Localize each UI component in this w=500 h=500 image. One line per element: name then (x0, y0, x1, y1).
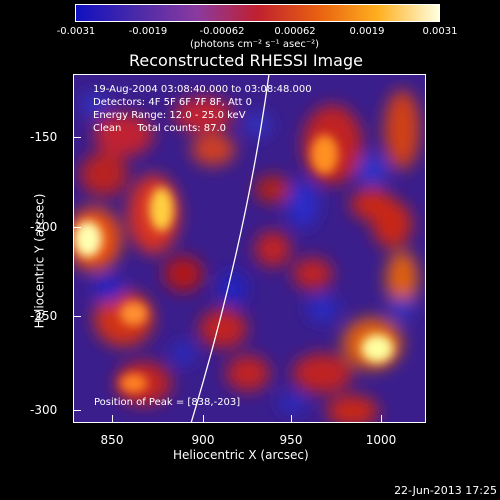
y-tick-label: -200 (30, 220, 58, 234)
colorbar (75, 4, 440, 22)
peak-position: Position of Peak = [838,-203] (94, 397, 241, 408)
x-tick-label: 900 (191, 433, 215, 447)
y-tick-label: -300 (30, 403, 58, 417)
x-tick-mark (203, 415, 204, 423)
y-tick-mark (73, 316, 81, 317)
x-tick-label: 1000 (365, 433, 397, 447)
y-tick-label: -250 (30, 309, 58, 323)
timestamp: 22-Jun-2013 17:25 (394, 484, 497, 497)
y-axis-label: Heliocentric Y (arcsec) (32, 193, 47, 329)
x-tick-label: 850 (100, 433, 124, 447)
colorbar-tick-label: -0.00062 (199, 26, 245, 37)
x-tick-mark (291, 415, 292, 423)
colorbar-tick-label: -0.0031 (56, 26, 96, 37)
x-tick-mark (381, 415, 382, 423)
plot-title: Reconstructed RHESSI Image (129, 51, 363, 70)
x-axis-label: Heliocentric X (arcsec) (173, 448, 309, 462)
colorbar-units: (photons cm⁻² s⁻¹ asec⁻²) (190, 39, 320, 50)
colorbar-tick-label: 0.0031 (422, 26, 458, 37)
x-tick-mark (112, 415, 113, 423)
x-tick-label: 950 (279, 433, 303, 447)
y-tick-mark (73, 137, 81, 138)
colorbar-tick-label: -0.0019 (128, 26, 168, 37)
y-tick-label: -150 (30, 130, 58, 144)
colorbar-tick-label: 0.00062 (274, 26, 316, 37)
image-map (73, 74, 426, 423)
y-tick-mark (73, 227, 81, 228)
info-time-range: 19-Aug-2004 03:08:40.000 to 03:08:48.000 (93, 84, 312, 95)
map-image (74, 75, 425, 422)
colorbar-tick-label: 0.0019 (349, 26, 385, 37)
info-energy-range: Energy Range: 12.0 - 25.0 keV (93, 110, 246, 121)
info-clean-counts: Clean Total counts: 87.0 (93, 123, 227, 134)
info-detectors: Detectors: 4F 5F 6F 7F 8F, Att 0 (93, 97, 253, 108)
y-tick-mark (73, 410, 81, 411)
